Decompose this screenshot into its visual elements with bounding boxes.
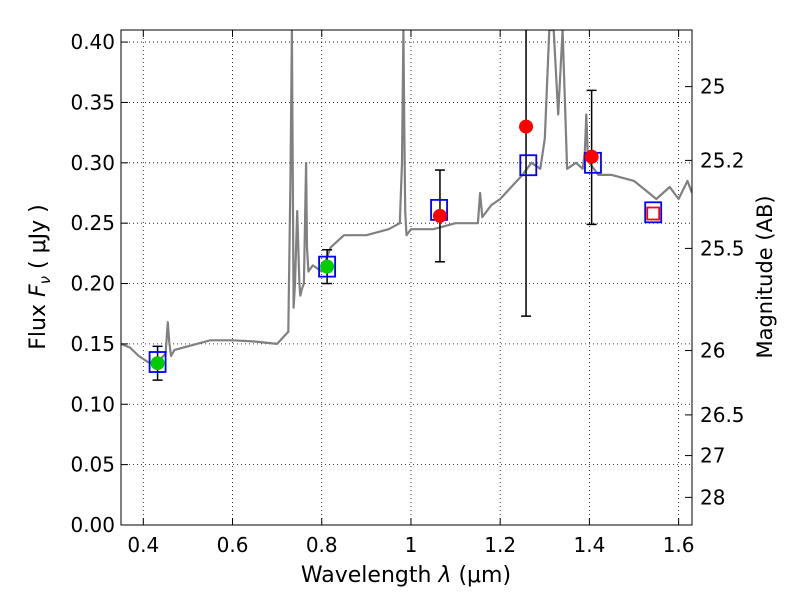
model-box-marker (519, 154, 538, 177)
model-box-marker (318, 255, 336, 278)
y-tick-label: 0.10 (70, 392, 115, 416)
ticks: 0.4 0.6 0.8 1 1.2 1.4 1.6 0.00 0.05 0.10 0.15 0.20 0… (70, 30, 745, 557)
mag-tick-label: 25 (700, 75, 725, 99)
observed-open-marker (646, 206, 661, 221)
optical-point-marker (150, 356, 165, 371)
x-axis-label: Wavelength λ (μm) (301, 563, 511, 588)
y-tick-label: 0.40 (70, 30, 115, 54)
mag-tick-label: 26.5 (700, 403, 745, 427)
optical-point-marker (320, 259, 335, 274)
data-layer (121, 30, 692, 381)
mag-tick-label: 25.5 (700, 236, 745, 260)
mag-tick-label: 28 (700, 485, 725, 509)
mag-tick-label: 25.2 (700, 148, 745, 172)
mag-tick-label: 27 (700, 444, 725, 468)
grid (121, 30, 692, 526)
model-box-marker (148, 351, 167, 373)
x-tick-label: 1.2 (484, 533, 516, 557)
spectrum-line (121, 30, 692, 366)
y-tick-label: 0.35 (70, 90, 115, 114)
observed-point-marker (584, 149, 599, 164)
y-tick-label: 0.30 (70, 151, 115, 175)
x-tick-label: 1.4 (573, 533, 605, 557)
x-tick-label: 0.6 (217, 533, 249, 557)
y-tick-label: 0.05 (70, 453, 115, 477)
mag-tick-label: 26 (700, 339, 725, 363)
observed-point-marker (432, 208, 447, 223)
plot-background (121, 30, 692, 525)
model-box-marker (644, 201, 663, 224)
y-tick-label: 0.00 (70, 513, 115, 537)
x-tick-label: 1 (405, 533, 418, 557)
plot-frame (120, 29, 693, 526)
y-tick-label: 0.20 (70, 272, 115, 296)
y2-axis-label: Magnitude (AB) (753, 195, 777, 358)
y-tick-label: 0.15 (70, 332, 115, 356)
x-tick-label: 1.6 (663, 533, 695, 557)
x-tick-label: 0.8 (306, 533, 338, 557)
y-axis-label: Flux Fν ( μJy ) (26, 204, 54, 349)
y-tick-label: 0.25 (70, 211, 115, 235)
x-tick-label: 0.4 (127, 533, 159, 557)
observed-point-marker (519, 119, 534, 134)
